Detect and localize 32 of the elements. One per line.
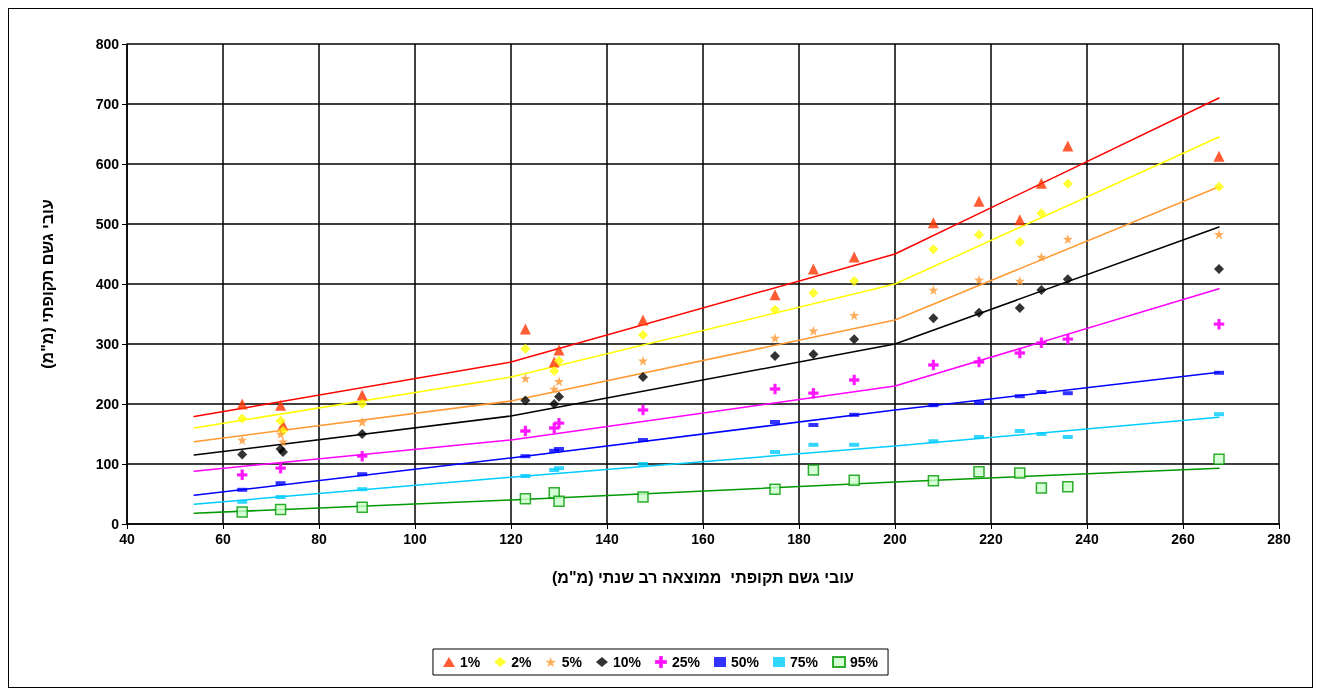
legend-label: 5%	[561, 654, 583, 670]
legend-label: 2%	[511, 654, 532, 670]
x-tick-label: 200	[883, 531, 907, 547]
x-tick-label: 40	[119, 531, 135, 547]
legend-label: 75%	[789, 654, 819, 670]
y-tick-label: 300	[95, 336, 120, 352]
x-tick-label: 60	[215, 531, 231, 547]
y-axis-title: עובי גשם תקופתי (מ"מ)	[38, 199, 56, 369]
legend-label: 10%	[612, 654, 642, 670]
y-tick-label: 400	[95, 276, 120, 292]
y-tick-label: 600	[95, 156, 120, 172]
x-tick-label: 260	[1171, 531, 1195, 547]
y-tick-label: 800	[95, 36, 120, 52]
x-tick-label: 280	[1267, 531, 1291, 547]
x-tick-label: 140	[595, 531, 619, 547]
x-tick-label: 180	[787, 531, 811, 547]
x-tick-label: 220	[979, 531, 1003, 547]
x-tick-label: 120	[499, 531, 523, 547]
x-tick-label: 100	[403, 531, 427, 547]
legend-label: 25%	[671, 654, 701, 670]
y-tick-label: 700	[95, 96, 120, 112]
legend-label: 1%	[459, 654, 481, 670]
y-tick-label: 500	[95, 216, 120, 232]
x-tick-label: 160	[691, 531, 715, 547]
x-tick-label: 80	[311, 531, 327, 547]
legend-label: 95%	[850, 654, 879, 670]
y-tick-label: 100	[95, 456, 120, 472]
x-tick-label: 240	[1075, 531, 1099, 547]
y-tick-label: 200	[95, 396, 120, 412]
legend-label: 50%	[730, 654, 760, 670]
x-axis-title: עובי גשם תקופתי ממוצאה רב שנתי (מ"מ)	[552, 568, 855, 586]
y-tick-label: 0	[111, 516, 120, 532]
